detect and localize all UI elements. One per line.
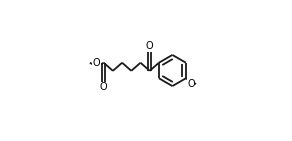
- Text: O: O: [100, 82, 107, 92]
- Text: O: O: [93, 58, 101, 68]
- Text: O: O: [187, 79, 195, 89]
- Text: O: O: [146, 41, 154, 51]
